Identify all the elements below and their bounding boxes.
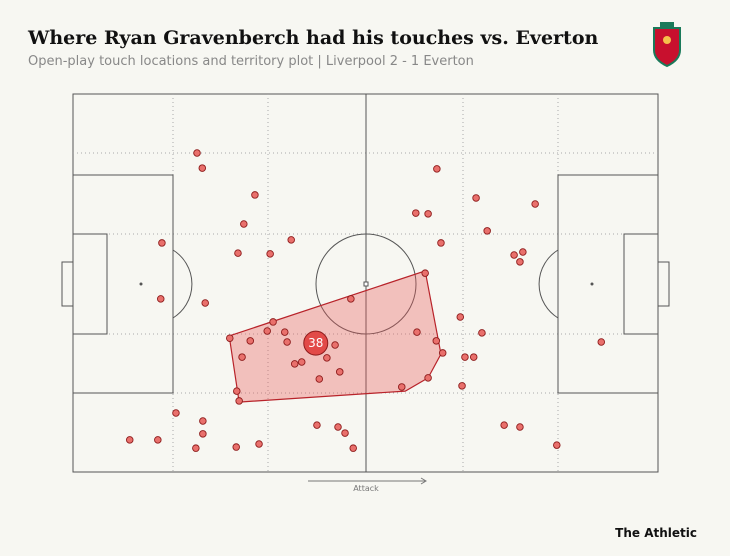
- touch-point: [437, 239, 445, 247]
- touch-point: [458, 382, 466, 390]
- touch-point: [516, 423, 524, 431]
- touch-point: [290, 360, 299, 368]
- touch-point: [199, 430, 207, 438]
- touch-point: [269, 318, 277, 326]
- territory: [228, 270, 442, 403]
- touch-point: [510, 251, 518, 259]
- touch-point: [433, 165, 441, 173]
- club-crest: [653, 22, 681, 68]
- touch-point: [201, 299, 209, 307]
- touch-point: [263, 327, 271, 335]
- touch-point: [251, 191, 259, 199]
- touch-point: [413, 328, 421, 336]
- chart-subtitle: Open-play touch locations and territory …: [28, 54, 474, 69]
- touch-point: [154, 436, 162, 444]
- touch-point: [199, 417, 207, 425]
- touch-point: [597, 338, 606, 346]
- touch-point: [519, 248, 527, 256]
- direction-label: Attack: [353, 484, 379, 493]
- touch-point: [398, 383, 406, 391]
- touch-point: [336, 368, 344, 376]
- touch-point: [297, 358, 306, 366]
- touch-point: [412, 209, 420, 217]
- pitch: [61, 93, 670, 485]
- touch-point: [192, 444, 200, 452]
- touch-point: [233, 387, 241, 395]
- touch-point: [421, 269, 429, 277]
- touch-point: [266, 250, 274, 258]
- touch-point: [424, 210, 432, 218]
- touch-point: [500, 421, 508, 429]
- touch-point: [553, 441, 561, 449]
- touch-point: [478, 329, 486, 337]
- touch-point: [472, 194, 480, 202]
- touch-point: [516, 258, 524, 266]
- touch-point: [438, 349, 447, 357]
- touch-point: [341, 429, 349, 437]
- touch-point: [255, 440, 263, 448]
- touch-point: [246, 337, 255, 345]
- touch-point: [315, 375, 324, 383]
- touch-point: [323, 354, 331, 362]
- touch-point: [334, 423, 342, 431]
- touch-point: [432, 337, 441, 345]
- touch-point: [469, 353, 478, 361]
- touch-point: [531, 200, 539, 208]
- touch-point: [349, 444, 357, 452]
- touch-point: [156, 295, 165, 303]
- touch-point: [347, 295, 355, 303]
- touch-point: [483, 227, 491, 235]
- touch-point: [193, 149, 201, 157]
- touch-point: [313, 421, 321, 429]
- touch-point: [232, 443, 240, 451]
- touch-point: [234, 249, 242, 257]
- touch-point: [281, 328, 289, 336]
- touch-point: [240, 220, 248, 228]
- touch-point: [198, 164, 207, 172]
- touch-point: [461, 353, 469, 361]
- touch-point: [226, 334, 234, 342]
- touch-point: [235, 397, 243, 405]
- touch-point: [287, 236, 295, 244]
- touch-point: [238, 353, 246, 361]
- chart-title: Where Ryan Gravenberch had his touches v…: [27, 27, 599, 49]
- touch-point: [158, 239, 166, 247]
- credit: The Athletic: [615, 526, 697, 540]
- touch-point: [424, 374, 432, 382]
- touch-point: [331, 341, 339, 349]
- touch-point: [125, 436, 134, 444]
- average-position: [303, 330, 329, 356]
- touch-point: [456, 313, 465, 321]
- touch-count: 38: [308, 336, 323, 350]
- touch-point: [283, 338, 291, 346]
- touch-point: [172, 409, 180, 417]
